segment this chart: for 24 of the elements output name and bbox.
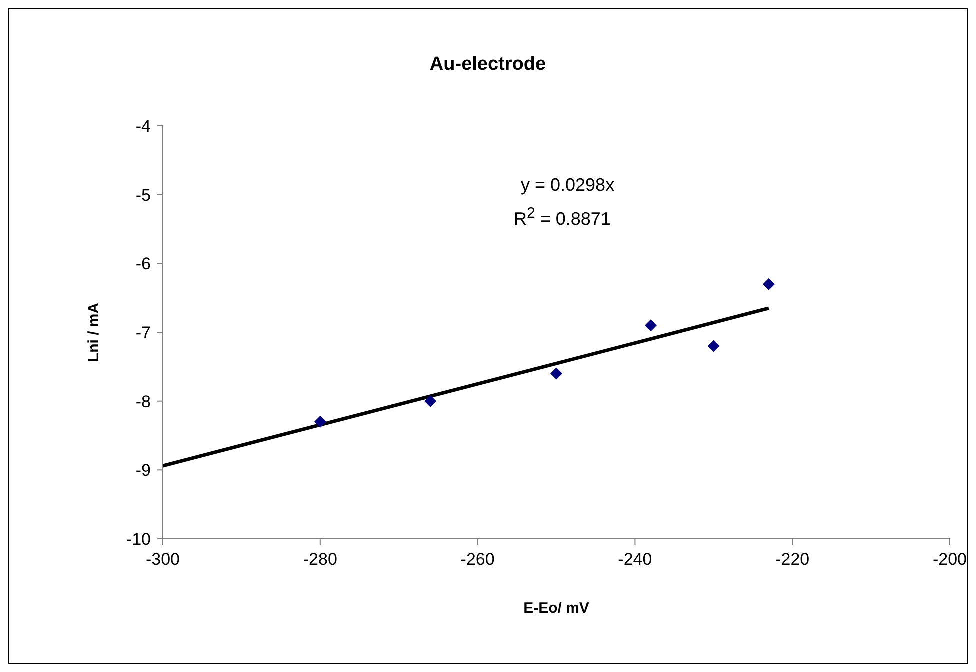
y-tick-label: -4	[136, 117, 151, 136]
y-tick-label: -6	[136, 254, 151, 274]
point	[762, 278, 775, 290]
x-tick-label: -220	[776, 550, 810, 570]
x-axis-title: E-Eo/ mV	[524, 600, 590, 617]
point	[644, 320, 657, 332]
y-axis-title: Lni / mA	[85, 302, 102, 362]
x-tick-label: -300	[146, 550, 180, 570]
point	[708, 340, 720, 352]
y-tick-label: -5	[136, 186, 151, 205]
annotation: R$^{2}$ = 0.8871	[514, 205, 611, 230]
x-tick-label: -280	[303, 550, 338, 570]
x-tick-label: -200	[932, 550, 968, 570]
x-tick-label: -240	[618, 550, 652, 570]
y-tick-label: -7	[136, 324, 151, 343]
annotation: y = 0.0298x	[521, 175, 615, 196]
x-tick-label: -260	[460, 550, 495, 570]
point	[550, 368, 562, 380]
y-tick-label: -8	[136, 392, 151, 412]
y-tick-label: -10	[126, 530, 151, 550]
chart-title: Au-electrode	[428, 54, 548, 76]
point	[314, 416, 326, 428]
y-tick-label: -9	[136, 461, 151, 480]
point	[424, 395, 437, 408]
